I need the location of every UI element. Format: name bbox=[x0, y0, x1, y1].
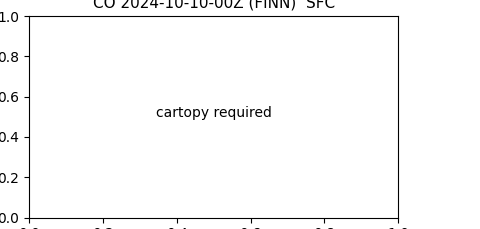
Text: cartopy required: cartopy required bbox=[156, 106, 272, 120]
Title: CO 2024-10-10-00Z (FINN)  SFC: CO 2024-10-10-00Z (FINN) SFC bbox=[93, 0, 335, 11]
